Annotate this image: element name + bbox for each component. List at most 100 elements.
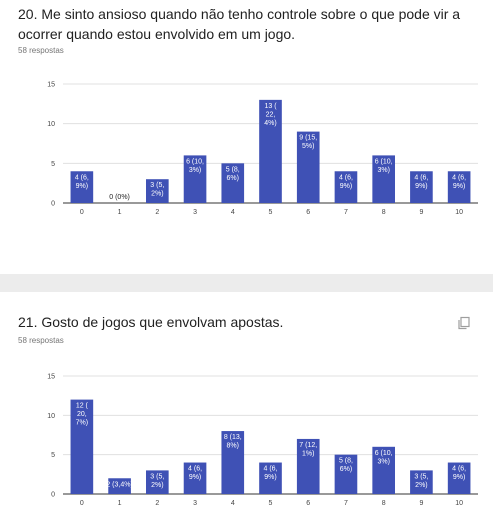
bar [372,155,395,203]
data-label: 3%) [377,167,389,174]
data-label: 2 (3,4%) [106,481,132,488]
data-label: 5 (8, [226,166,240,173]
data-label: 6%) [227,175,239,182]
data-label: 7%) [76,420,88,427]
data-label: 6 (10, [375,158,393,165]
x-tick-label: 3 [193,209,197,216]
x-tick-label: 7 [344,209,348,216]
bar [146,470,169,494]
x-tick-label: 7 [344,500,348,507]
response-count: 58 respostas [18,46,64,55]
data-label: 5%) [302,143,314,150]
data-label: 9%) [453,183,465,190]
y-tick-label: 15 [47,82,55,89]
x-tick-label: 4 [231,209,235,216]
data-label: 4 (6, [452,174,466,181]
question-title: 20. Me sinto ansioso quando não tenho co… [18,6,461,42]
bar [410,470,433,494]
bar [259,99,282,203]
data-label: 9%) [189,474,201,481]
bar [183,155,207,203]
data-label: 2%) [151,191,163,198]
x-tick-label: 1 [118,209,122,216]
bar [183,462,207,494]
x-tick-label: 9 [419,500,423,507]
bar [70,399,94,494]
data-label: 0 (0%) [109,194,130,201]
bar [221,431,245,494]
x-tick-label: 4 [231,500,235,507]
x-tick-label: 8 [382,209,386,216]
data-label: 9%) [340,183,352,190]
x-tick-label: 8 [382,500,386,507]
y-tick-label: 0 [51,492,55,499]
y-tick-label: 10 [47,121,55,128]
data-label: 1%) [302,450,314,457]
bar [447,171,471,203]
data-label: 8 (13, [224,434,242,441]
x-tick-label: 0 [80,209,84,216]
x-tick-label: 10 [455,209,463,216]
bar [221,163,245,203]
x-tick-label: 0 [80,500,84,507]
data-label: 9%) [264,474,276,481]
data-label: 8%) [227,443,239,450]
x-tick-label: 10 [455,500,463,507]
data-label: 9%) [453,474,465,481]
data-label: 2%) [151,482,163,489]
question-card-20: 20. Me sinto ansioso quando não tenho co… [0,0,493,274]
data-label: 4 (6, [414,174,428,181]
x-tick-label: 3 [193,500,197,507]
y-tick-label: 5 [51,452,55,459]
bar [108,478,131,494]
bar-chart-q21: 0 5 10 15 0 12 (20, 7%) 1 2 (3,4%) 2 3 (5, 2%) 3 4 (6… [47,374,478,507]
data-label: 4 (6, [339,174,353,181]
data-label: 6 (10, [186,158,204,165]
data-label: 6%) [340,466,352,473]
question-card-21: 21. Gosto de jogos que envolvam apostas.… [0,292,493,514]
data-label: 20, [77,411,87,418]
data-label: 4 (6, [188,466,202,473]
x-tick-label: 1 [118,500,122,507]
y-tick-label: 0 [51,201,55,208]
bar [447,462,471,494]
bar [334,454,358,494]
data-label: 13 ( [264,103,277,110]
x-tick-label: 5 [269,209,273,216]
data-label: 2%) [415,482,427,489]
data-label: 4 (6, [452,466,466,473]
y-tick-label: 10 [47,413,55,420]
data-label: 3%) [189,167,201,174]
data-label: 4%) [264,120,276,127]
data-label: 12 ( [76,403,89,410]
data-label: 6 (10, [375,450,393,457]
copy-icon[interactable] [457,316,471,330]
bar [296,131,320,203]
data-label: 9 (15, [299,135,317,142]
question-title: 21. Gosto de jogos que envolvam apostas. [18,314,284,330]
bar [296,438,320,494]
y-tick-label: 15 [47,374,55,381]
x-tick-label: 2 [155,500,159,507]
data-label: 3 (5, [414,473,428,480]
data-label: 4 (6, [75,174,89,181]
x-tick-label: 6 [306,209,310,216]
data-label: 9%) [76,183,88,190]
bar [410,171,433,203]
y-tick-label: 5 [51,161,55,168]
x-tick-label: 2 [155,209,159,216]
bar-chart-q20: 0 5 10 15 0 4 (6, 9%) 1 0 (0%) 2 3 (5, 2%) 3 6 (10, 3%… [47,82,478,216]
x-tick-label: 6 [306,500,310,507]
data-label: 22, [266,111,276,118]
bar [146,179,169,203]
bar [334,171,358,203]
bar [70,171,94,203]
data-label: 3 (5, [150,473,164,480]
data-label: 7 (12, [299,442,317,449]
data-label: 4 (6, [263,466,277,473]
data-label: 3%) [377,458,389,465]
x-tick-label: 9 [419,209,423,216]
bar [259,462,282,494]
x-tick-label: 5 [269,500,273,507]
data-label: 3 (5, [150,182,164,189]
